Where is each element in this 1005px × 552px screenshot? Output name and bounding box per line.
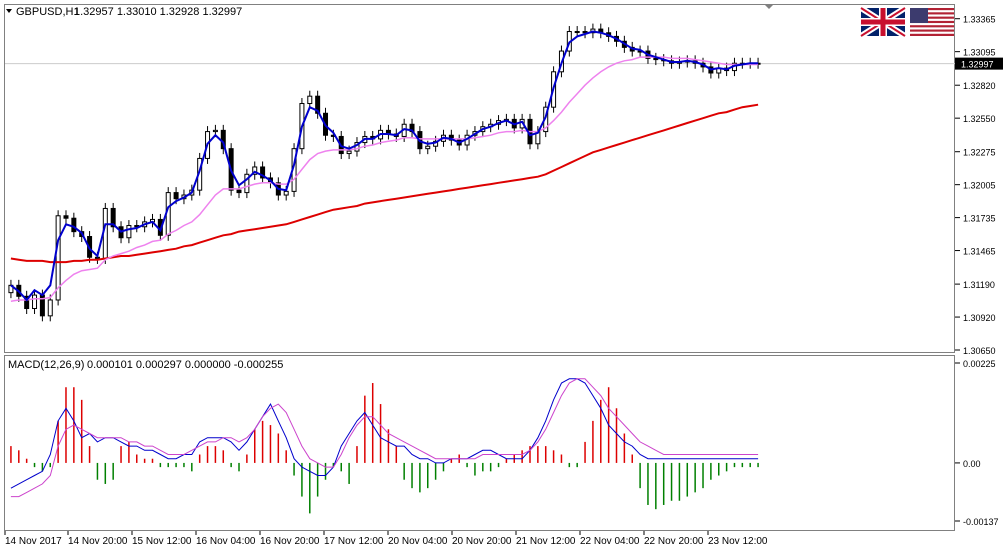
price-axis: 1.33365 1.33095 1.32820 1.32550 1.32275 1.320… xyxy=(955,15,1003,356)
time-tick-label: 14 Nov 2017 xyxy=(5,536,62,547)
price-tick-label: 1.30650 xyxy=(963,346,996,356)
candle-body xyxy=(252,166,258,175)
uk-flag-icon xyxy=(859,5,907,39)
macd-tick-label: 0.00225 xyxy=(963,359,996,369)
us-flag-icon xyxy=(910,8,954,36)
current-price-box xyxy=(955,57,1003,70)
macd-label: MACD(12,26,9) xyxy=(8,359,84,371)
time-tick-label: 22 Nov 20:00 xyxy=(644,536,704,547)
candle-body xyxy=(283,190,289,196)
time-tick-label: 14 Nov 20:00 xyxy=(68,536,128,547)
candle-body xyxy=(173,192,179,200)
candle-body xyxy=(63,215,69,219)
price-tick-label: 1.32005 xyxy=(963,181,996,191)
candle-body xyxy=(574,31,580,34)
time-tick-label: 17 Nov 12:00 xyxy=(324,536,384,547)
time-tick-label: 20 Nov 04:00 xyxy=(388,536,448,547)
current-price-label: 1.32997 xyxy=(961,60,994,70)
symbol-timeframe: GBPUSD,H1 xyxy=(16,6,80,18)
price-tick-label: 1.31190 xyxy=(963,280,995,290)
time-tick-label: 15 Nov 12:00 xyxy=(132,536,192,547)
candle-body xyxy=(260,166,266,179)
price-tick-label: 1.32275 xyxy=(963,148,996,158)
time-tick-label: 22 Nov 04:00 xyxy=(580,536,640,547)
candle-body xyxy=(24,295,30,310)
ma-mid-line xyxy=(10,56,759,302)
price-tick-label: 1.33365 xyxy=(963,15,996,25)
candle-body xyxy=(236,189,242,194)
time-tick-label: 16 Nov 04:00 xyxy=(196,536,256,547)
chart-shift-marker-icon[interactable] xyxy=(764,4,774,9)
macd-series xyxy=(10,378,759,514)
time-tick-label: 23 Nov 12:00 xyxy=(708,536,768,547)
price-axis-panel xyxy=(955,4,1005,531)
macd-tick-label: -0.00137 xyxy=(963,517,999,527)
price-tick-label: 1.32550 xyxy=(963,114,996,124)
candle-body xyxy=(94,256,100,259)
ma-fast-line xyxy=(10,30,759,302)
candle-body xyxy=(315,95,321,114)
time-tick-label: 21 Nov 12:00 xyxy=(516,536,576,547)
candle-body xyxy=(346,150,352,155)
candle-body xyxy=(55,215,61,301)
price-tick-label: 1.32820 xyxy=(963,81,996,91)
candle-body xyxy=(425,145,431,150)
time-tick-label: 16 Nov 20:00 xyxy=(260,536,320,547)
candle-body xyxy=(307,95,313,105)
macd-header: MACD(12,26,9) 0.000101 0.000297 0.000000… xyxy=(8,359,283,371)
macd-main-line xyxy=(10,378,759,489)
macd-signal-line xyxy=(10,378,759,498)
macd-pane-frame xyxy=(4,355,955,531)
candle-body xyxy=(126,225,132,239)
ma-slow-line xyxy=(10,103,759,264)
time-axis: 14 Nov 2017 14 Nov 20:00 15 Nov 12:00 16 No… xyxy=(4,531,768,547)
price-tick-label: 1.31735 xyxy=(963,214,996,224)
time-tick-label: 20 Nov 20:00 xyxy=(452,536,512,547)
price-tick-label: 1.31465 xyxy=(963,247,996,257)
candle-body xyxy=(32,294,38,310)
chart-header: GBPUSD,H1 1.32957 1.33010 1.32928 1.3299… xyxy=(6,6,242,18)
candle-body xyxy=(244,173,250,194)
candle-body xyxy=(47,299,53,317)
candle-body xyxy=(582,31,588,34)
price-pane-frame xyxy=(4,4,955,353)
ohlc-values: 1.32957 1.33010 1.32928 1.32997 xyxy=(74,6,242,18)
price-tick-label: 1.33095 xyxy=(963,48,996,58)
candle-body xyxy=(71,217,77,233)
macd-values: 0.000101 0.000297 0.000000 -0.000255 xyxy=(87,359,283,371)
candle-body xyxy=(653,57,659,61)
candle-body xyxy=(212,129,218,133)
moving-averages xyxy=(10,30,759,302)
macd-tick-label: 0.00 xyxy=(963,459,981,469)
price-tick-label: 1.30920 xyxy=(963,313,996,323)
candle-body xyxy=(110,207,116,228)
symbol-menu-arrow-icon[interactable] xyxy=(6,9,12,13)
macd-axis: 0.00225 0.00 -0.00137 xyxy=(955,359,999,527)
candlestick-series xyxy=(8,23,761,322)
